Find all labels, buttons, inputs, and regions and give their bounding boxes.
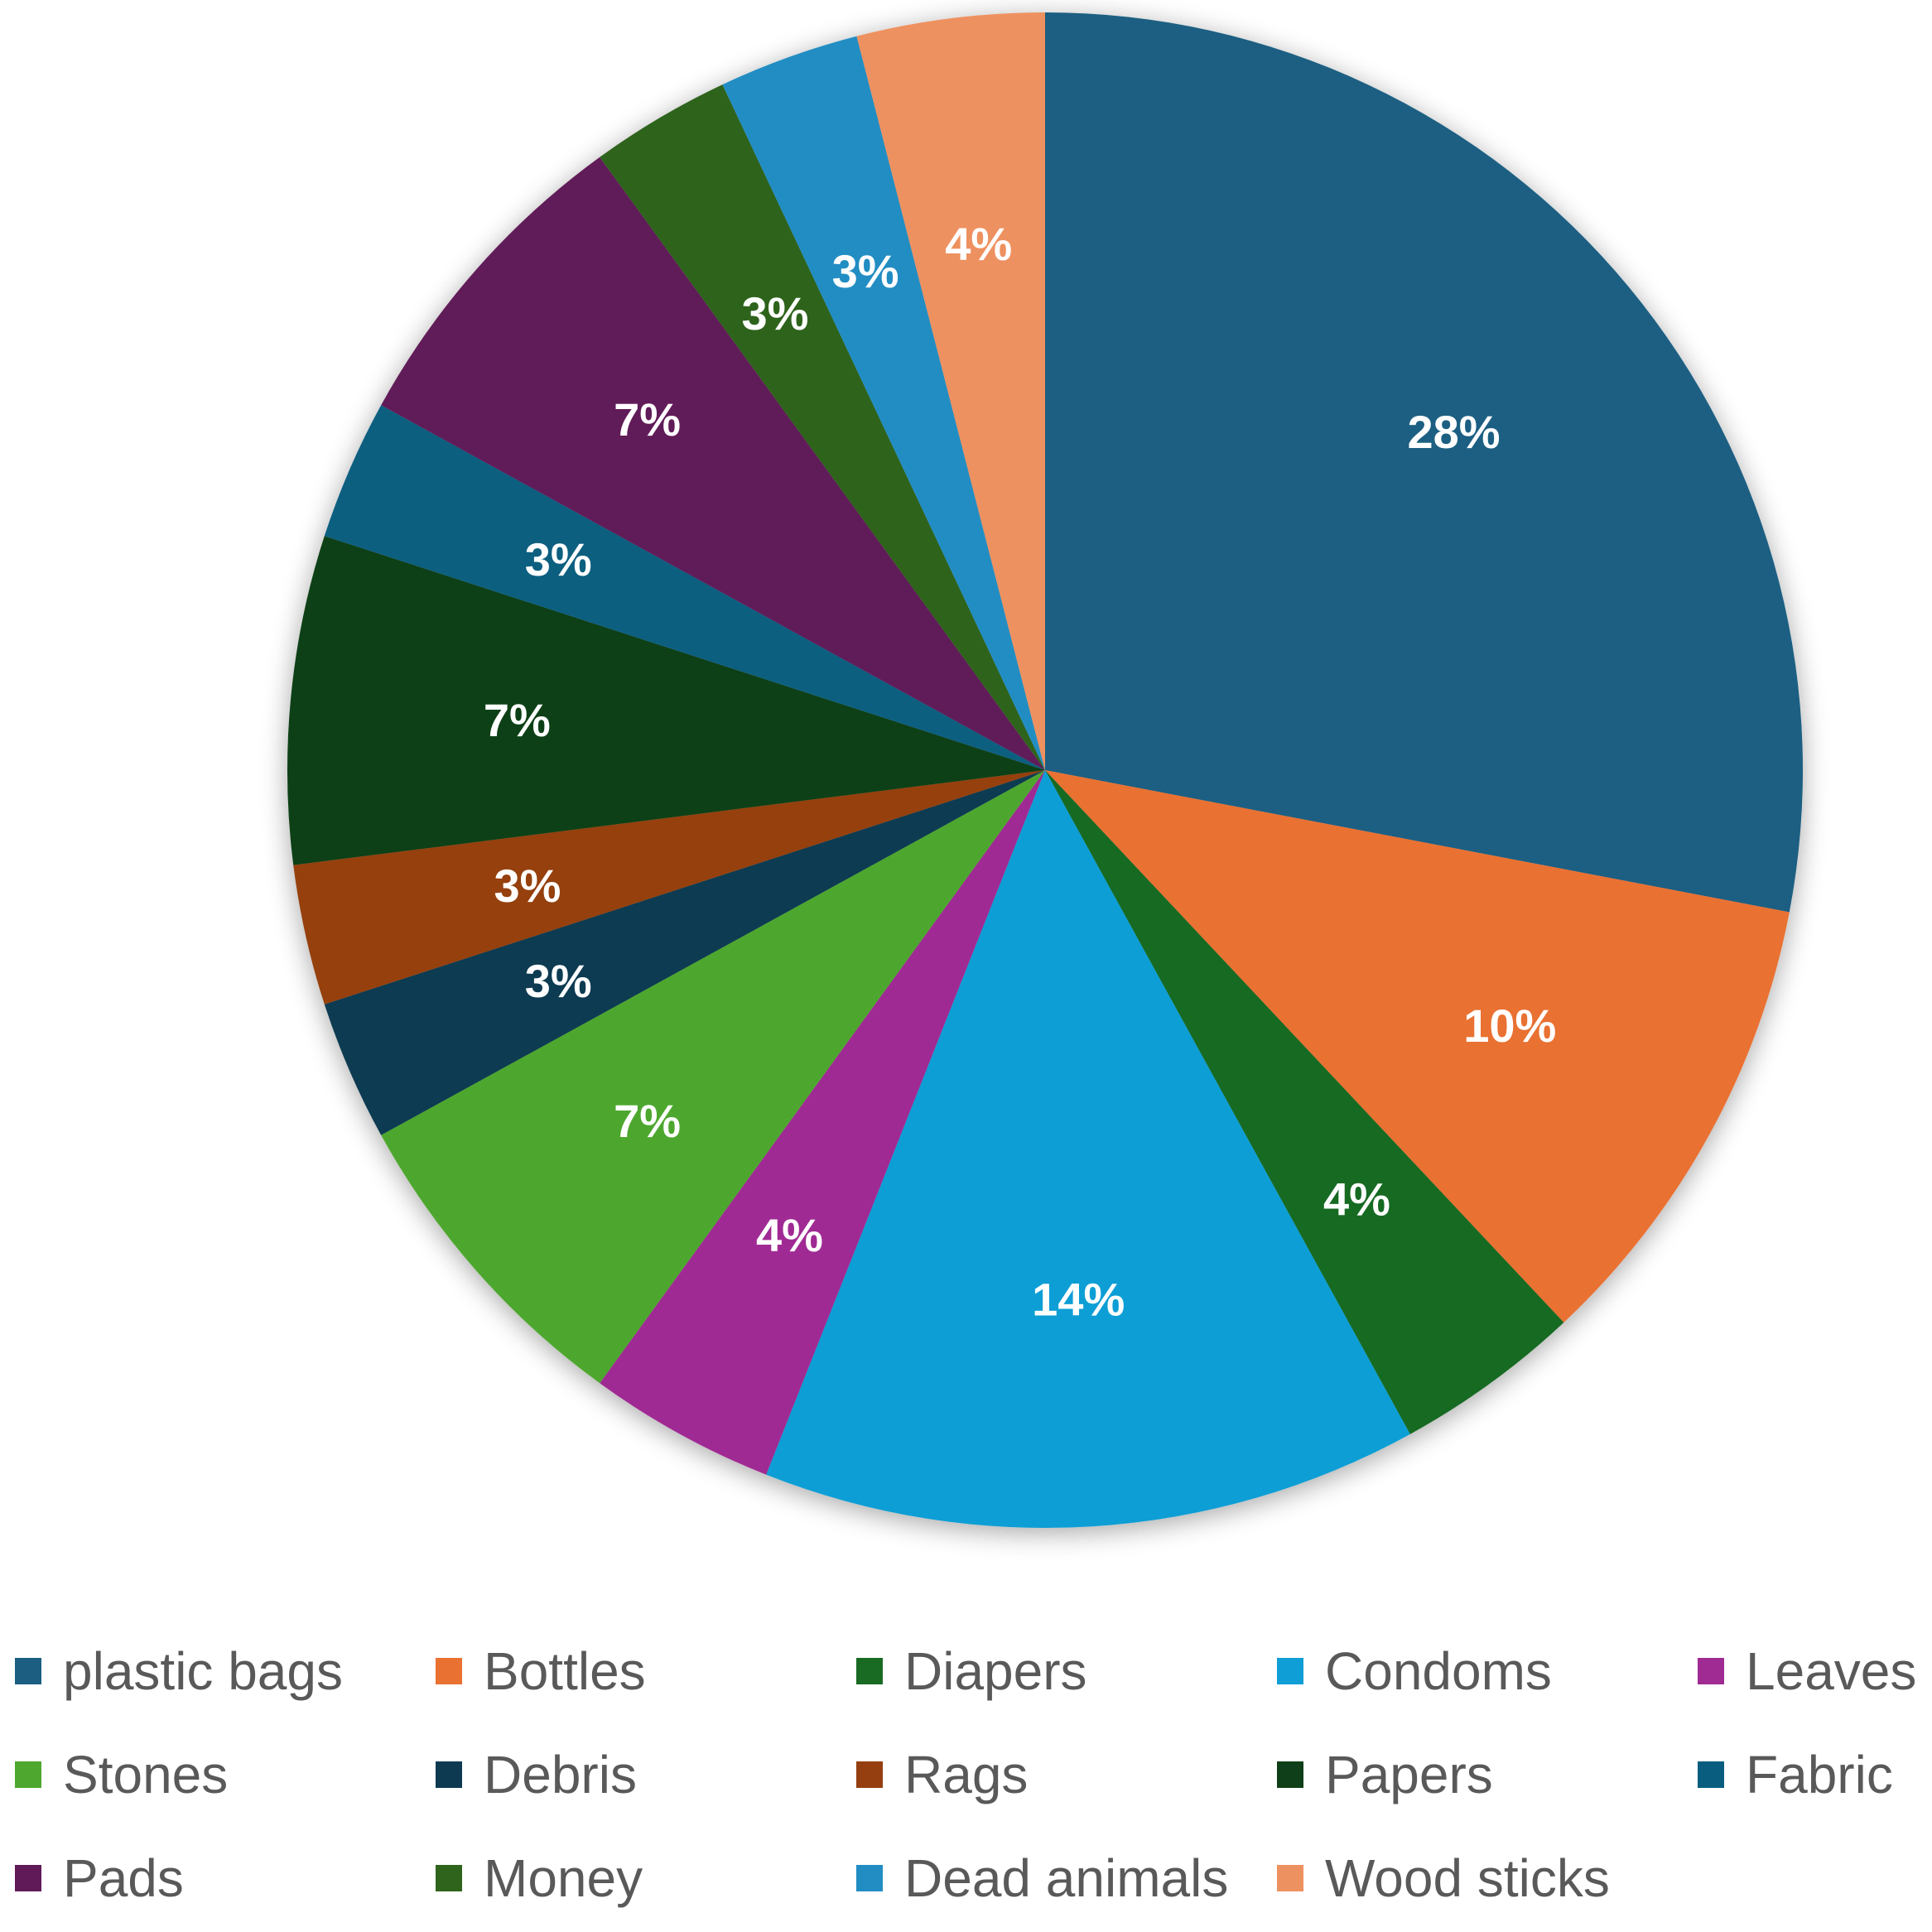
legend-swatch: [1698, 1657, 1724, 1684]
legend-item-diapers: Diapers: [856, 1641, 1277, 1702]
legend-label: Debris: [484, 1744, 637, 1804]
pie-slice-stones: [381, 770, 1045, 1384]
legend-item-stones: Stones: [15, 1744, 436, 1805]
legend-item-condoms: Condoms: [1277, 1641, 1698, 1702]
legend-item-rags: Rags: [856, 1744, 1277, 1805]
pie-slice-money: [600, 84, 1045, 770]
data-label-stones: 7%: [614, 1095, 681, 1147]
legend-swatch: [436, 1761, 462, 1788]
data-label-rags: 3%: [494, 860, 561, 912]
pie-data-labels: 28% 10% 4% 14% 4% 7% 3% 3% 7% 3% 7% 3% 3% 4%: [484, 218, 1556, 1326]
data-label-leaves: 4%: [756, 1209, 823, 1261]
legend-swatch: [436, 1657, 462, 1684]
data-label-wood-sticks: 4%: [945, 218, 1012, 270]
pie-slice-dead-animals: [722, 36, 1045, 771]
legend-label: Fabric: [1746, 1744, 1893, 1804]
legend: plastic bags Bottles Diapers Condoms Leaves S…: [15, 1619, 1920, 1917]
data-label-money: 3%: [741, 287, 808, 340]
legend-swatch: [15, 1864, 41, 1891]
legend-swatch: [1277, 1657, 1303, 1684]
legend-label: Papers: [1325, 1744, 1493, 1804]
legend-item-money: Money: [436, 1848, 856, 1909]
legend-label: Bottles: [484, 1641, 646, 1701]
data-label-dead-animals: 3%: [832, 245, 899, 297]
legend-item-pads: Pads: [15, 1848, 436, 1909]
legend-item-papers: Papers: [1277, 1744, 1698, 1805]
pie-slices: [287, 12, 1803, 1529]
pie-slice-plastic-bags: [1045, 12, 1803, 913]
data-label-papers: 7%: [484, 694, 551, 746]
legend-label: Condoms: [1325, 1641, 1552, 1701]
legend-label: Wood sticks: [1325, 1848, 1610, 1908]
legend-swatch: [15, 1761, 41, 1788]
legend-label: plastic bags: [63, 1641, 343, 1701]
data-label-fabric: 3%: [525, 533, 592, 585]
pie-slice-diapers: [1045, 770, 1564, 1434]
legend-label: Stones: [63, 1744, 229, 1804]
pie-slice-fabric: [324, 405, 1045, 770]
pie-chart-svg: 28% 10% 4% 14% 4% 7% 3% 3% 7% 3% 7% 3% 3% 4%: [287, 12, 1803, 1529]
legend-swatch: [15, 1657, 41, 1684]
pie-chart: 28% 10% 4% 14% 4% 7% 3% 3% 7% 3% 7% 3% 3% 4%: [287, 12, 1803, 1529]
pie-slice-pads: [381, 157, 1045, 770]
legend-item-wood-sticks: Wood sticks: [1277, 1848, 1698, 1909]
legend-swatch: [856, 1864, 883, 1891]
legend-swatch: [856, 1657, 883, 1684]
legend-item-bottles: Bottles: [436, 1641, 856, 1702]
pie-slice-bottles: [1045, 770, 1790, 1323]
data-label-pads: 7%: [614, 393, 681, 446]
legend-label: Dead animals: [904, 1848, 1229, 1908]
pie-slice-wood-sticks: [856, 12, 1045, 770]
legend-swatch: [1277, 1761, 1303, 1788]
legend-label: Pads: [63, 1848, 184, 1908]
legend-item-fabric: Fabric: [1698, 1744, 1932, 1805]
data-label-debris: 3%: [525, 955, 592, 1007]
data-label-condoms: 14%: [1032, 1274, 1125, 1326]
pie-slice-debris: [324, 770, 1045, 1135]
legend-swatch: [856, 1761, 883, 1788]
legend-swatch: [436, 1864, 462, 1891]
legend-label: Diapers: [904, 1641, 1087, 1701]
data-label-bottles: 10%: [1463, 1000, 1556, 1052]
pie-slice-leaves: [600, 770, 1045, 1475]
legend-swatch: [1277, 1864, 1303, 1891]
legend-item-dead-animals: Dead animals: [856, 1848, 1277, 1909]
pie-slice-condoms: [766, 770, 1410, 1529]
legend-label: Rags: [904, 1744, 1029, 1804]
legend-item-debris: Debris: [436, 1744, 856, 1805]
data-label-plastic-bags: 28%: [1407, 406, 1500, 458]
legend-item-leaves: Leaves: [1698, 1641, 1932, 1702]
pie-slice-rags: [293, 770, 1045, 1005]
legend-item-plastic-bags: plastic bags: [15, 1641, 436, 1702]
legend-label: Money: [484, 1848, 643, 1908]
legend-swatch: [1698, 1761, 1724, 1788]
legend-label: Leaves: [1746, 1641, 1917, 1701]
pie-slice-papers: [287, 536, 1046, 865]
data-label-diapers: 4%: [1323, 1173, 1390, 1226]
